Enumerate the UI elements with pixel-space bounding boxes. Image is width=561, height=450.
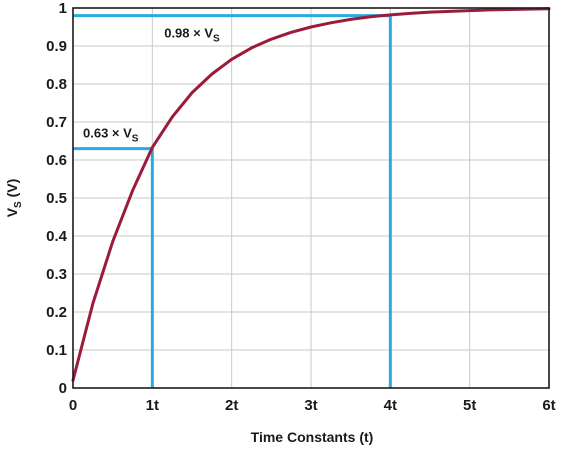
y-axis-title: VS (V) (4, 179, 24, 218)
y-tick-label: 0.2 (46, 304, 67, 321)
x-tick-label: 6t (542, 397, 555, 414)
x-tick-label: 5t (463, 397, 476, 414)
x-tick-label: 4t (384, 397, 397, 414)
x-tick-label: 3t (304, 397, 317, 414)
y-tick-label: 0.8 (46, 76, 67, 93)
y-tick-label: 0.6 (46, 152, 67, 169)
x-tick-label: 0 (69, 397, 77, 414)
y-tick-label: 1 (59, 0, 67, 17)
annotation-label: 0.98 × VS (164, 26, 220, 45)
guide-lines (73, 14, 392, 388)
series (71, 7, 551, 382)
x-axis-title: Time Constants (t) (251, 429, 374, 445)
annotation-label: 0.63 × VS (83, 126, 139, 145)
y-tick-label: 0.5 (46, 190, 67, 207)
y-tick-label: 0.1 (46, 342, 67, 359)
series-line (71, 7, 551, 382)
x-tick-label: 1t (146, 397, 159, 414)
grid (73, 8, 549, 388)
y-tick-label: 0.7 (46, 114, 67, 131)
y-tick-label: 0.4 (46, 228, 68, 245)
y-tick-label: 0.3 (46, 266, 67, 283)
plot-frame (72, 7, 550, 389)
x-tick-label: 2t (225, 397, 238, 414)
x-tick-labels: 0 1t 2t 3t 4t 5t 6t (69, 397, 556, 414)
y-tick-labels: 0 0.1 0.2 0.3 0.4 0.5 0.6 0.7 0.8 0.9 1 (46, 0, 68, 397)
y-tick-label: 0 (59, 380, 67, 397)
y-tick-label: 0.9 (46, 38, 67, 55)
axes (72, 7, 550, 389)
annotation-labels: 0.63 × VS 0.98 × VS (83, 26, 220, 145)
